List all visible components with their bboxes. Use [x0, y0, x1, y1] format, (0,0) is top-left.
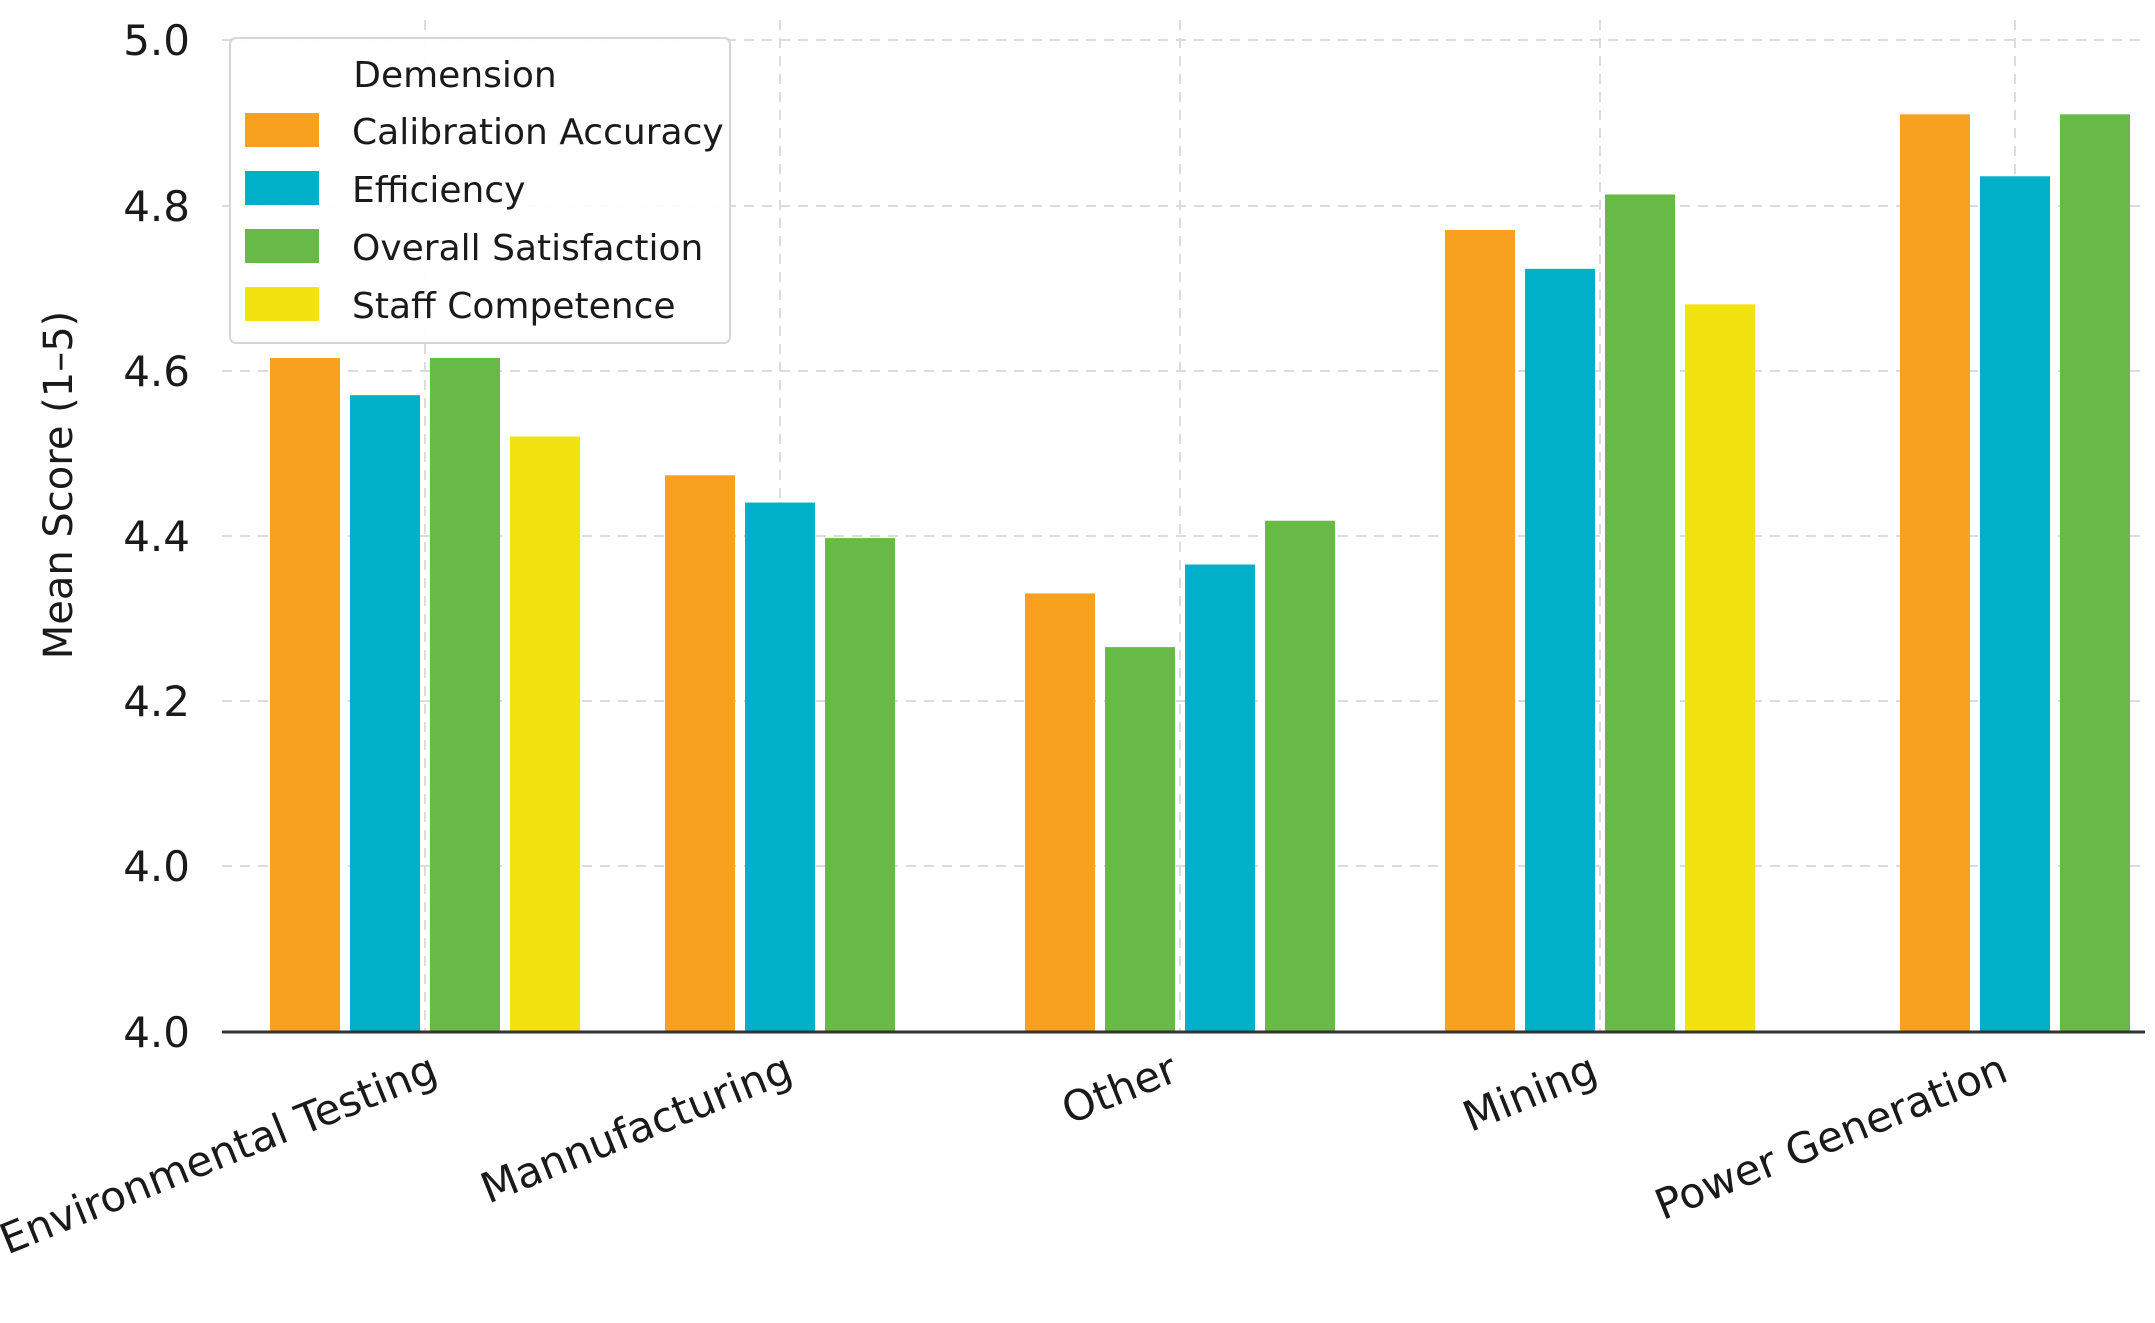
x-tick-label: Mining	[1456, 1044, 1604, 1142]
legend-items: Calibration Accuracy Efficiency Overall Sa…	[245, 112, 724, 327]
legend[interactable]: Demension Calibration Accuracy Efficiency…	[229, 37, 731, 344]
legend-swatch	[245, 171, 319, 205]
bar-calibration-accuracy[interactable]	[1445, 229, 1515, 1033]
bar-calibration-accuracy[interactable]	[1900, 114, 1970, 1033]
bar-overall-satisfaction[interactable]	[2060, 114, 2130, 1033]
bar-efficiency[interactable]	[1980, 176, 2050, 1033]
legend-swatch	[245, 113, 319, 147]
bar-efficiency[interactable]	[350, 395, 420, 1032]
bar-overall-satisfaction[interactable]	[1265, 520, 1335, 1032]
legend-label: Calibration Accuracy	[352, 112, 724, 153]
y-tick-label: 5.0	[123, 16, 190, 65]
x-tick-label: Mannufacturing	[474, 1044, 799, 1213]
legend-swatch	[245, 287, 319, 321]
x-tick-label: Environmental Testing	[0, 1044, 444, 1264]
bar-overall-satisfaction[interactable]	[1605, 194, 1675, 1032]
y-tick-label: 4.0	[123, 1008, 190, 1057]
y-tick-label: 4.4	[123, 512, 190, 561]
bar-staff-competence[interactable]	[510, 436, 580, 1033]
y-tick-label: 4.0	[123, 842, 190, 891]
bar-calibration-accuracy[interactable]	[665, 475, 735, 1032]
legend-swatch	[245, 229, 319, 263]
bar-efficiency[interactable]	[1525, 268, 1595, 1032]
x-tick-label: Power Generation	[1648, 1044, 2014, 1230]
legend-title: Demension	[353, 55, 557, 96]
bar-efficiency[interactable]	[745, 502, 815, 1032]
bar-overall-satisfaction[interactable]	[1105, 647, 1175, 1032]
y-tick-label: 4.6	[123, 347, 190, 396]
bar-staff-competence[interactable]	[1685, 304, 1755, 1032]
legend-label: Overall Satisfaction	[352, 228, 703, 269]
bar-calibration-accuracy[interactable]	[270, 358, 340, 1032]
x-tick-label: Other	[1055, 1044, 1185, 1134]
bar-overall-satisfaction[interactable]	[825, 538, 895, 1032]
bar-calibration-accuracy[interactable]	[1025, 593, 1095, 1032]
bar-overall-satisfaction[interactable]	[430, 358, 500, 1032]
y-axis-title: Mean Score (1–5)	[36, 311, 82, 660]
legend-frame	[229, 37, 731, 344]
legend-label: Efficiency	[352, 170, 525, 211]
legend-label: Staff Competence	[352, 286, 676, 327]
bar-efficiency[interactable]	[1185, 564, 1255, 1032]
bar-layer	[270, 114, 2130, 1033]
y-tick-label: 4.8	[123, 182, 190, 231]
y-tick-label: 4.2	[123, 677, 190, 726]
